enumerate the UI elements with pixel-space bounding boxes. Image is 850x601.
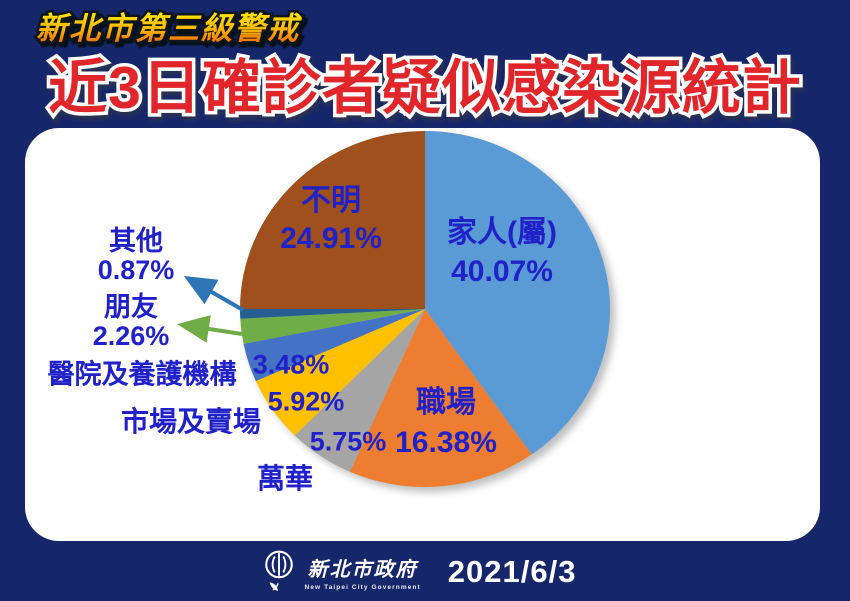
- footer-date: 2021/6/3: [447, 554, 577, 589]
- other-leader-arrow-icon: [183, 276, 244, 312]
- pie-slice-3: [294, 309, 425, 472]
- pie-slice-7: [240, 309, 425, 319]
- pie-slices: [240, 131, 610, 488]
- alert-badge-text: 新北市第三級警戒: [36, 11, 303, 46]
- pie-slice-4: [255, 309, 425, 436]
- footer: 新北市政府 New Taipei City Government 2021/6/…: [0, 543, 844, 601]
- ntpc-logo-icon: [264, 550, 293, 591]
- pie-slice-8: [240, 131, 425, 309]
- org-name-en: New Taipei City Government: [304, 584, 421, 591]
- friend-leader-arrow-icon: [177, 315, 243, 343]
- org-name-block: 新北市政府 New Taipei City Government: [305, 553, 421, 591]
- org-name-zh: 新北市政府: [307, 557, 418, 581]
- page-title: 近3日確診者疑似感染源統計: [45, 52, 805, 125]
- chart-card: 家人(屬) 40.07% 不明 24.91% 職場 16.38% 3.48% 5…: [25, 128, 820, 541]
- pie-chart: [177, 131, 610, 488]
- page-title-text: 近3日確診者疑似感染源統計: [48, 55, 802, 121]
- pie-slice-2: [349, 309, 532, 488]
- pie-slice-6: [240, 309, 425, 344]
- pie-slice-1: [425, 131, 610, 455]
- pie-slice-5: [243, 309, 425, 382]
- alert-badge: 新北市第三級警戒: [34, 9, 304, 49]
